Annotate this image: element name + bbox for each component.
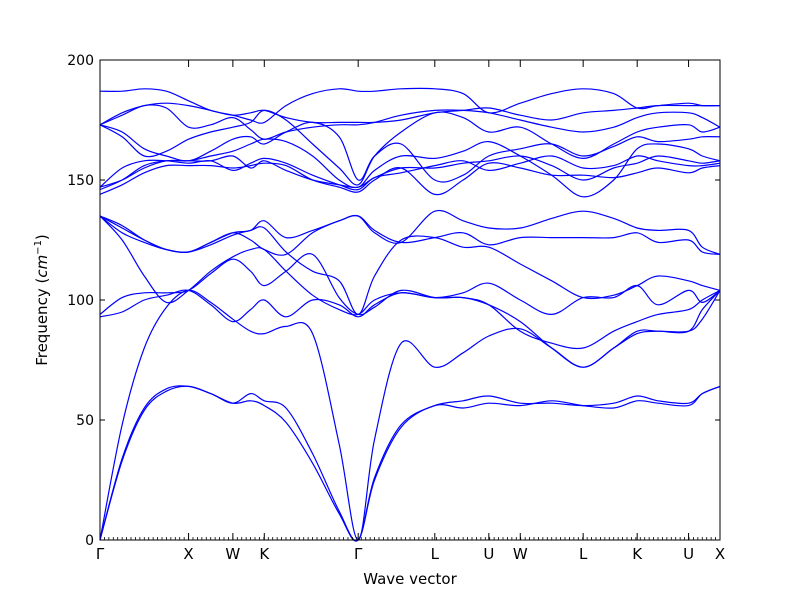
x-tick-label: L — [579, 545, 588, 563]
band-12 — [99, 155, 721, 191]
band-4 — [99, 282, 721, 323]
x-tick-label: Γ — [96, 545, 105, 563]
band-9 — [99, 209, 721, 255]
phonon-bands — [99, 87, 721, 542]
y-tick-label: 150 — [67, 173, 94, 189]
plot-frame — [99, 59, 721, 541]
band-3 — [99, 289, 721, 541]
band-13 — [99, 138, 721, 198]
plot-background — [100, 60, 720, 540]
y-axis-label: Frequency (cm−1) — [33, 234, 51, 366]
x-tick-label: K — [632, 545, 643, 563]
y-tick-labels: 0 50 100 150 200 — [67, 53, 94, 549]
x-tick-label: Γ — [354, 545, 363, 563]
y-tick-label: 50 — [76, 413, 94, 429]
x-tick-label: L — [431, 545, 440, 563]
x-tick-label: U — [683, 545, 694, 563]
band-5 — [99, 253, 721, 350]
band-15 — [99, 109, 721, 186]
y-axis-label-text: Frequency — [33, 288, 51, 366]
y-axis-unit: cm — [33, 255, 51, 278]
band-17 — [99, 102, 720, 126]
y-axis-unit-exponent: −1 — [33, 240, 44, 255]
x-axis-label: Wave vector — [363, 570, 457, 588]
y-tick-label: 0 — [85, 533, 94, 549]
x-tick-label: W — [225, 545, 240, 563]
band-2 — [99, 385, 721, 542]
y-tick-label: 200 — [67, 53, 94, 69]
x-tick-label: K — [259, 545, 270, 563]
x-tick-label: X — [183, 545, 193, 563]
band-8 — [99, 215, 721, 315]
band-18 — [99, 87, 721, 124]
x-tick-label: U — [483, 545, 494, 563]
x-tick-label: W — [513, 545, 528, 563]
y-tick-label: 100 — [67, 293, 94, 309]
band-6 — [99, 215, 721, 368]
band-10 — [99, 162, 721, 196]
x-tick-label: X — [715, 545, 725, 563]
